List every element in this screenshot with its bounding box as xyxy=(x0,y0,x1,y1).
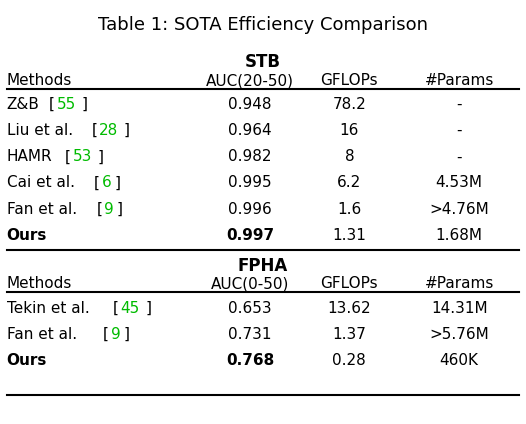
Text: 9: 9 xyxy=(104,201,114,217)
Text: [: [ xyxy=(97,201,103,217)
Text: 9: 9 xyxy=(110,326,120,342)
Text: 53: 53 xyxy=(73,149,92,165)
Text: 13.62: 13.62 xyxy=(328,301,371,315)
Text: HAMR: HAMR xyxy=(7,149,52,165)
Text: Cai et al.: Cai et al. xyxy=(7,176,75,190)
Text: ]: ] xyxy=(114,176,120,190)
Text: Methods: Methods xyxy=(7,73,72,88)
Text: >4.76M: >4.76M xyxy=(429,201,489,217)
Text: ]: ] xyxy=(98,149,104,165)
Text: [: [ xyxy=(49,97,55,112)
Text: 45: 45 xyxy=(120,301,140,315)
Text: 4.53M: 4.53M xyxy=(436,176,483,190)
Text: [: [ xyxy=(113,301,119,315)
Text: GFLOPs: GFLOPs xyxy=(320,73,378,88)
Text: 0.731: 0.731 xyxy=(228,326,271,342)
Text: ]: ] xyxy=(145,301,151,315)
Text: FPHA: FPHA xyxy=(238,257,288,275)
Text: GFLOPs: GFLOPs xyxy=(320,276,378,291)
Text: 0.768: 0.768 xyxy=(226,353,274,368)
Text: Tekin et al.: Tekin et al. xyxy=(7,301,89,315)
Text: 6: 6 xyxy=(102,176,112,190)
Text: 0.964: 0.964 xyxy=(228,123,272,138)
Text: 1.68M: 1.68M xyxy=(436,228,483,243)
Text: [: [ xyxy=(103,326,109,342)
Text: Fan et al.: Fan et al. xyxy=(7,201,77,217)
Text: 14.31M: 14.31M xyxy=(431,301,488,315)
Text: -: - xyxy=(457,123,462,138)
Text: ]: ] xyxy=(117,201,123,217)
Text: 0.653: 0.653 xyxy=(228,301,272,315)
Text: Liu et al.: Liu et al. xyxy=(7,123,73,138)
Text: 0.28: 0.28 xyxy=(332,353,366,368)
Text: 0.948: 0.948 xyxy=(228,97,271,112)
Text: STB: STB xyxy=(245,53,281,72)
Text: >5.76M: >5.76M xyxy=(429,326,489,342)
Text: ]: ] xyxy=(81,97,87,112)
Text: 460K: 460K xyxy=(440,353,479,368)
Text: 28: 28 xyxy=(99,123,118,138)
Text: 78.2: 78.2 xyxy=(332,97,366,112)
Text: 16: 16 xyxy=(340,123,359,138)
Text: 0.997: 0.997 xyxy=(226,228,274,243)
Text: 8: 8 xyxy=(345,149,354,165)
Text: #Params: #Params xyxy=(424,73,494,88)
Text: 0.982: 0.982 xyxy=(228,149,271,165)
Text: 6.2: 6.2 xyxy=(337,176,361,190)
Text: Methods: Methods xyxy=(7,276,72,291)
Text: AUC(0-50): AUC(0-50) xyxy=(211,276,289,291)
Text: 1.6: 1.6 xyxy=(337,201,361,217)
Text: Fan et al.: Fan et al. xyxy=(7,326,82,342)
Text: Table 1: SOTA Efficiency Comparison: Table 1: SOTA Efficiency Comparison xyxy=(98,16,428,34)
Text: #Params: #Params xyxy=(424,276,494,291)
Text: 55: 55 xyxy=(56,97,76,112)
Text: 0.995: 0.995 xyxy=(228,176,272,190)
Text: -: - xyxy=(457,149,462,165)
Text: ]: ] xyxy=(123,326,129,342)
Text: AUC(20-50): AUC(20-50) xyxy=(206,73,294,88)
Text: 1.37: 1.37 xyxy=(332,326,366,342)
Text: Z&B: Z&B xyxy=(7,97,39,112)
Text: [: [ xyxy=(94,176,100,190)
Text: ]: ] xyxy=(124,123,130,138)
Text: [: [ xyxy=(65,149,71,165)
Text: 1.31: 1.31 xyxy=(332,228,366,243)
Text: Ours: Ours xyxy=(7,353,47,368)
Text: -: - xyxy=(457,97,462,112)
Text: Ours: Ours xyxy=(7,228,47,243)
Text: [: [ xyxy=(92,123,97,138)
Text: 0.996: 0.996 xyxy=(228,201,272,217)
